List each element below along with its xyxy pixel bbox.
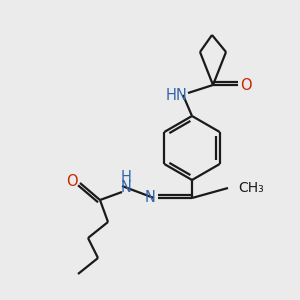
Text: H: H — [166, 88, 176, 103]
Text: CH₃: CH₃ — [238, 181, 264, 195]
Text: N: N — [145, 190, 156, 206]
Text: N: N — [176, 88, 186, 103]
Text: N: N — [121, 181, 131, 196]
Text: O: O — [66, 173, 78, 188]
Text: O: O — [240, 77, 252, 92]
Text: H: H — [121, 170, 131, 185]
